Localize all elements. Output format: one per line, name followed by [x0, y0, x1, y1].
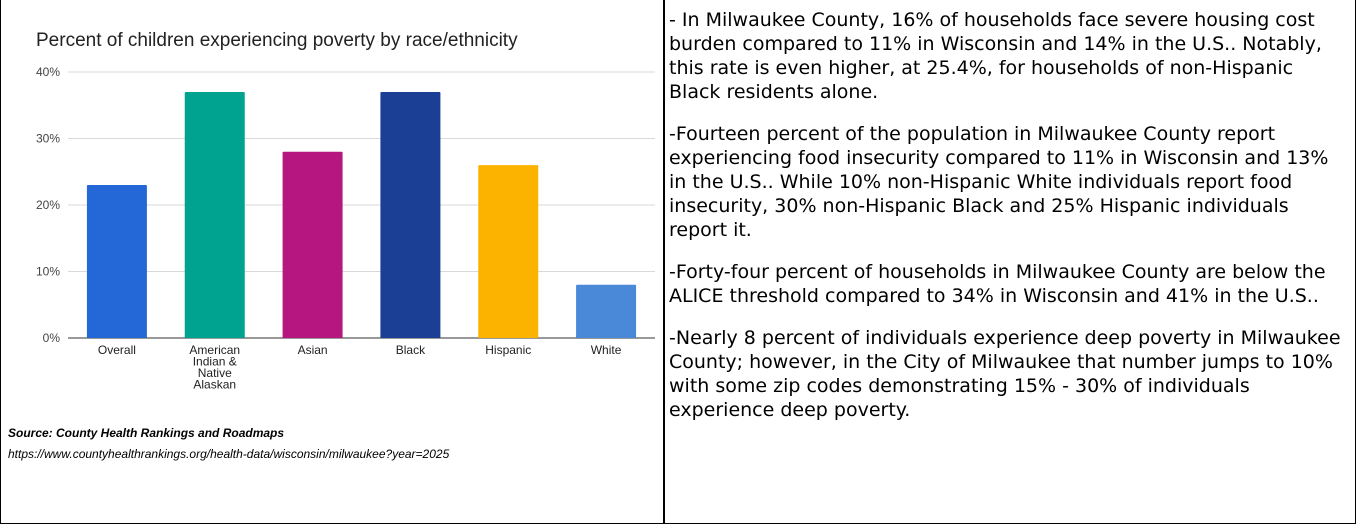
bar-asian	[282, 151, 343, 338]
bar-chart: 0% 10% 20% 30% 40% Overall American Indian & Nat…	[36, 65, 655, 392]
paragraph-deep-poverty: -Nearly 8 percent of individuals experie…	[669, 327, 1341, 421]
x-tick-label: White	[591, 343, 622, 357]
x-tick-label: Overall	[98, 343, 136, 357]
bar-overall	[86, 185, 147, 338]
chart-panel: Percent of children experiencing poverty…	[0, 0, 663, 524]
text-panel: - In Milwaukee County, 16% of households…	[669, 8, 1349, 440]
column-divider	[663, 0, 665, 524]
x-tick-label: Asian	[298, 343, 328, 357]
y-tick-label: 40%	[36, 65, 60, 79]
y-tick-label: 30%	[36, 132, 60, 146]
source-label: Source: County Health Rankings and Roadm…	[8, 426, 285, 440]
bar-hispanic	[478, 165, 539, 338]
paragraph-housing: - In Milwaukee County, 16% of households…	[669, 9, 1322, 103]
paragraph-food-insecurity: -Fourteen percent of the population in M…	[669, 123, 1329, 241]
y-tick-label: 20%	[36, 198, 60, 212]
bar-white	[576, 284, 637, 338]
y-tick-label: 0%	[43, 331, 61, 345]
paragraph-alice: -Forty-four percent of households in Mil…	[669, 261, 1326, 307]
x-tick-label: American Indian & Native Alaskan	[189, 343, 240, 392]
x-tick-label: Hispanic	[485, 343, 531, 357]
y-tick-label: 10%	[36, 265, 60, 279]
x-tick-label: Black	[396, 343, 426, 357]
source-url: https://www.countyhealthrankings.org/hea…	[8, 447, 450, 461]
chart-title: Percent of children experiencing poverty…	[36, 30, 518, 51]
bar-american-indian-native-alaskan	[184, 91, 245, 338]
bar-black	[380, 91, 441, 338]
